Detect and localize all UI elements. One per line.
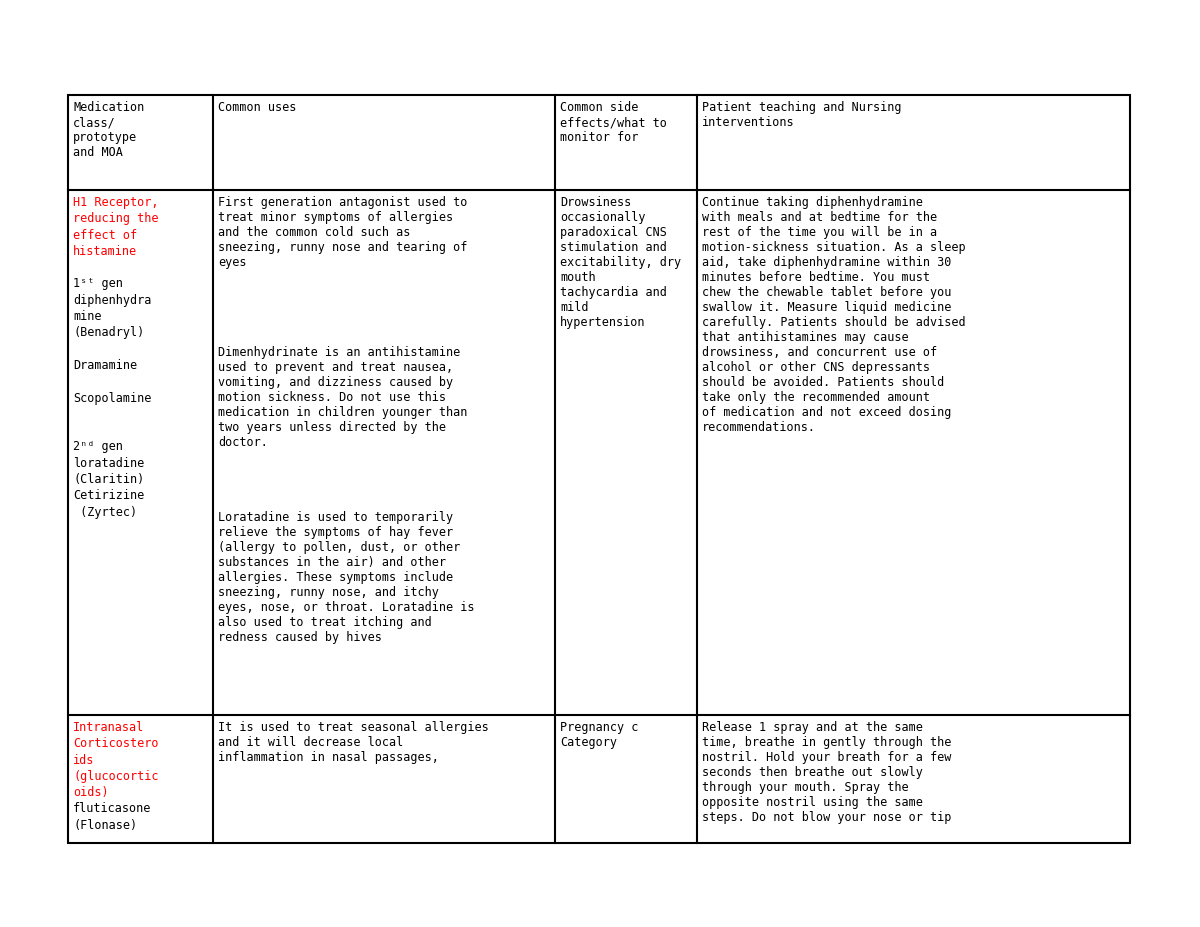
Text: H1 Receptor,: H1 Receptor, xyxy=(73,196,158,209)
Text: Continue taking diphenhydramine
with meals and at bedtime for the
rest of the ti: Continue taking diphenhydramine with mea… xyxy=(702,196,966,434)
Text: (Flonase): (Flonase) xyxy=(73,819,137,832)
Text: effect of: effect of xyxy=(73,229,137,242)
Text: Medication
class/
prototype
and MOA: Medication class/ prototype and MOA xyxy=(73,101,144,159)
Text: reducing the: reducing the xyxy=(73,212,158,225)
Text: Common side
effects/what to
monitor for: Common side effects/what to monitor for xyxy=(560,101,667,144)
Text: Cetirizine: Cetirizine xyxy=(73,489,144,502)
Text: (Benadryl): (Benadryl) xyxy=(73,326,144,339)
Text: First generation antagonist used to
treat minor symptoms of allergies
and the co: First generation antagonist used to trea… xyxy=(218,196,474,644)
Text: mine: mine xyxy=(73,310,102,323)
Text: 1ˢᵗ gen: 1ˢᵗ gen xyxy=(73,277,122,290)
Text: histamine: histamine xyxy=(73,245,137,258)
Text: (glucocortic: (glucocortic xyxy=(73,770,158,783)
Text: 2ⁿᵈ gen: 2ⁿᵈ gen xyxy=(73,440,122,453)
Text: Corticostero: Corticostero xyxy=(73,737,158,750)
Bar xyxy=(68,95,1130,843)
Text: ids: ids xyxy=(73,754,95,767)
Text: Common uses: Common uses xyxy=(218,101,296,114)
Text: (Claritin): (Claritin) xyxy=(73,473,144,486)
Text: Dramamine: Dramamine xyxy=(73,359,137,372)
Text: fluticasone: fluticasone xyxy=(73,803,151,816)
Text: diphenhydra: diphenhydra xyxy=(73,294,151,307)
Text: Intranasal: Intranasal xyxy=(73,721,144,734)
Text: Drowsiness
occasionally
paradoxical CNS
stimulation and
excitability, dry
mouth
: Drowsiness occasionally paradoxical CNS … xyxy=(560,196,682,329)
Text: (Zyrtec): (Zyrtec) xyxy=(73,505,137,518)
Text: loratadine: loratadine xyxy=(73,457,144,470)
Text: Patient teaching and Nursing
interventions: Patient teaching and Nursing interventio… xyxy=(702,101,901,129)
Text: Release 1 spray and at the same
time, breathe in gently through the
nostril. Hol: Release 1 spray and at the same time, br… xyxy=(702,721,952,824)
Text: Scopolamine: Scopolamine xyxy=(73,391,151,404)
Text: It is used to treat seasonal allergies
and it will decrease local
inflammation i: It is used to treat seasonal allergies a… xyxy=(218,721,488,764)
Text: Pregnancy c
Category: Pregnancy c Category xyxy=(560,721,638,749)
Text: oids): oids) xyxy=(73,786,109,799)
